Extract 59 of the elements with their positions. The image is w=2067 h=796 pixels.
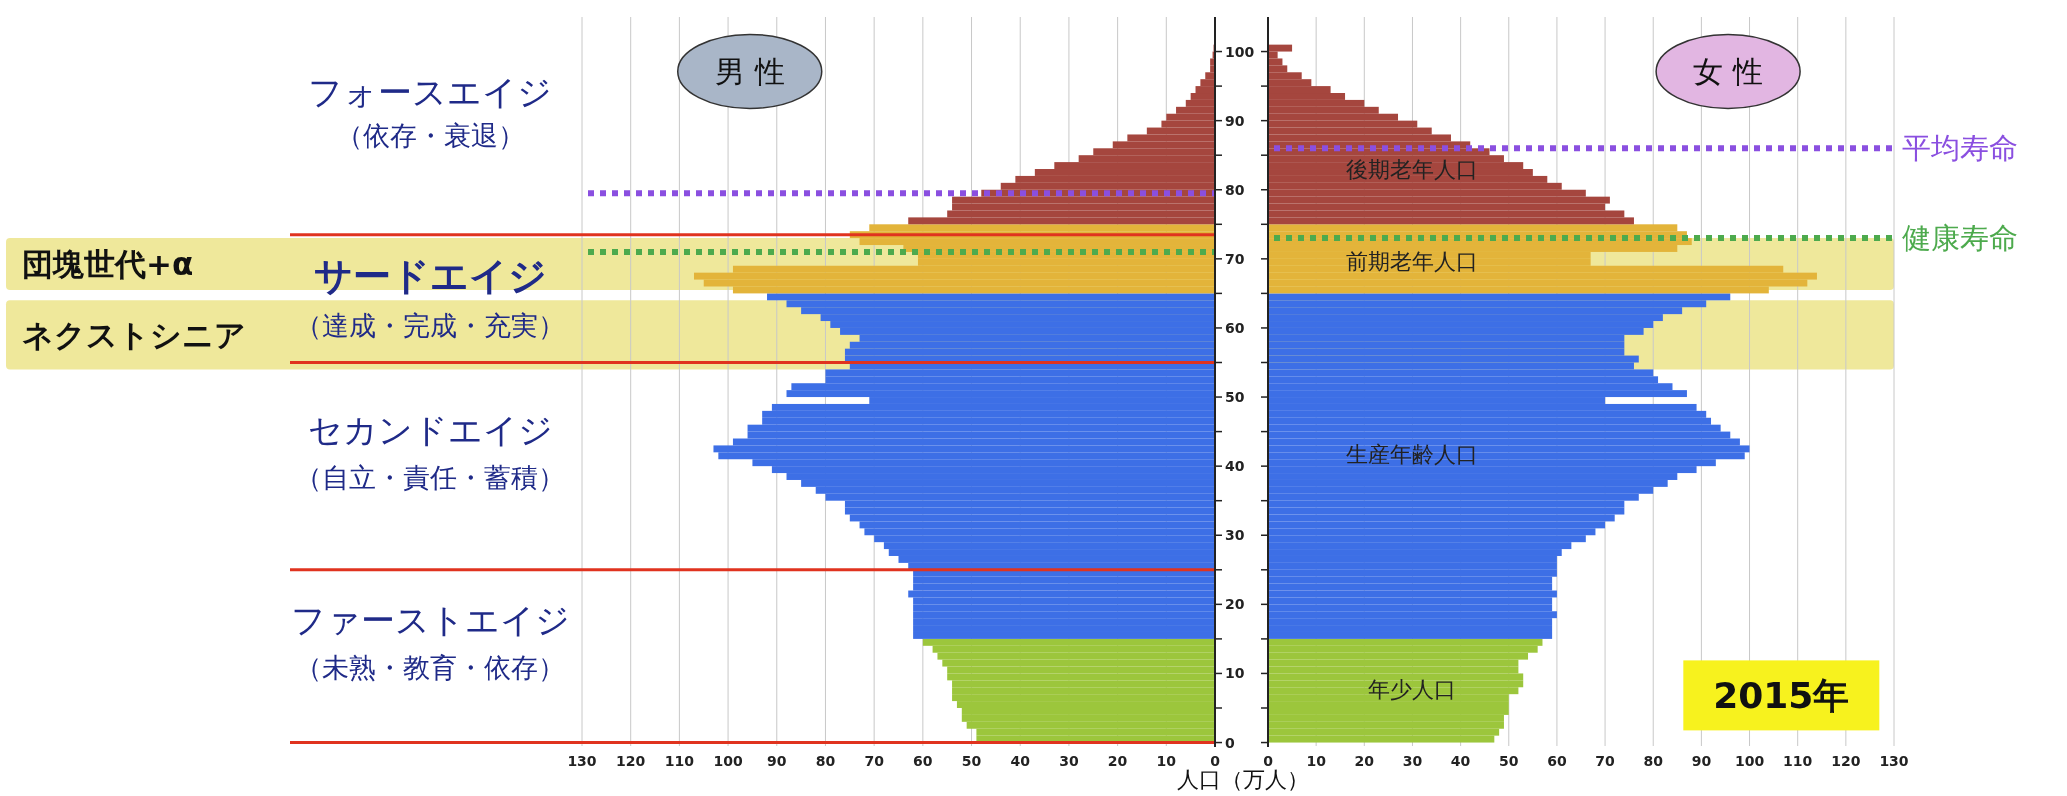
x-tick-label: 90 <box>1691 753 1712 769</box>
y-tick-label: 10 <box>1225 665 1245 682</box>
y-tick-label: 90 <box>1225 112 1245 129</box>
x-tick-label: 120 <box>1831 753 1861 769</box>
x-tick-label: 0 <box>1210 753 1221 769</box>
y-tick-label: 70 <box>1225 250 1245 267</box>
y-tick-label: 30 <box>1225 527 1245 544</box>
x-tick-label: 90 <box>767 753 787 769</box>
x-tick-label: 20 <box>1354 753 1375 769</box>
y-tick-label: 0 <box>1225 734 1235 751</box>
x-tick-label: 130 <box>1879 753 1909 769</box>
x-tick-label: 20 <box>1107 753 1128 769</box>
x-tick-label: 80 <box>815 753 836 769</box>
y-tick-label: 100 <box>1225 43 1255 60</box>
text: （未熟・教育・依存） <box>295 652 565 684</box>
text: フォースエイジ <box>308 71 552 112</box>
band-label: 団塊世代+α <box>22 246 194 283</box>
text: ファーストエイジ <box>290 599 570 640</box>
y-tick-label: 20 <box>1225 596 1245 613</box>
x-tick-label: 110 <box>1783 753 1813 769</box>
x-tick-label: 30 <box>1059 753 1079 769</box>
x-tick-label: 10 <box>1156 753 1177 769</box>
x-tick-label: 60 <box>913 753 933 769</box>
x-tick-label: 80 <box>1643 753 1664 769</box>
x-tick-label: 30 <box>1402 753 1423 769</box>
x-tick-label: 120 <box>616 753 646 769</box>
x-tick-label: 100 <box>1734 753 1765 769</box>
ref-line-label: 健康寿命 <box>1902 221 2018 256</box>
ref-line-label: 平均寿命 <box>1902 131 2018 166</box>
text: セカンドエイジ <box>307 409 553 450</box>
x-tick-label: 40 <box>1450 753 1471 769</box>
x-tick-label: 10 <box>1306 753 1327 769</box>
y-tick-label: 60 <box>1225 319 1245 336</box>
series-label: 年少人口 <box>1367 677 1456 703</box>
x-tick-label: 40 <box>1010 753 1031 769</box>
text: （自立・責任・蓄積） <box>295 462 565 494</box>
y-tick-label: 80 <box>1225 181 1245 198</box>
band-label: ネクストシニア <box>22 316 246 353</box>
x-axis-title: 人口（万人） <box>1177 767 1309 792</box>
x-tick-label: 100 <box>713 753 743 769</box>
x-tick-label: 130 <box>567 753 597 769</box>
x-tick-label: 50 <box>961 753 982 769</box>
x-tick-label: 60 <box>1547 753 1567 769</box>
x-tick-label: 110 <box>664 753 695 769</box>
y-tick-label: 50 <box>1225 389 1245 406</box>
annotation: 男 性 <box>714 54 785 90</box>
text: サードエイジ <box>313 254 547 299</box>
annotation: 女 性 <box>1693 54 1763 90</box>
x-tick-label: 70 <box>864 753 885 769</box>
y-tick-label: 40 <box>1225 458 1245 475</box>
series-label: 後期老年人口 <box>1345 156 1478 182</box>
x-tick-label: 0 <box>1263 753 1274 769</box>
x-tick-label: 70 <box>1595 753 1616 769</box>
x-tick-label: 50 <box>1499 753 1519 769</box>
annotation: 2015年 <box>1713 675 1850 717</box>
text: （依存・衰退） <box>335 120 525 152</box>
series-label: 前期老年人口 <box>1345 248 1478 274</box>
series-label: 生産年齢人口 <box>1345 442 1478 468</box>
text: （達成・完成・充実） <box>295 310 565 342</box>
